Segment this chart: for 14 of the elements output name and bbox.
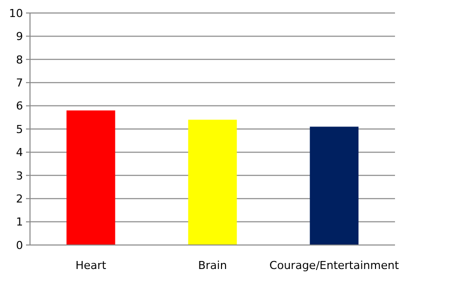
y-tick-label: 1 [16, 216, 23, 229]
x-tick-label: Heart [76, 259, 107, 272]
y-tick-label: 6 [16, 100, 23, 113]
y-tick-label: 7 [16, 76, 23, 90]
y-tick-label: 3 [16, 169, 23, 182]
y-tick-label: 9 [16, 30, 23, 44]
y-tick-label: 10 [9, 6, 23, 20]
y-tick-label: 5 [16, 122, 23, 136]
y-tick-label: 2 [16, 192, 23, 206]
y-tick-label: 8 [16, 53, 23, 66]
x-tick-label: Courage/Entertainment [269, 259, 400, 272]
y-tick-label: 4 [16, 146, 23, 160]
x-tick-label: Brain [198, 259, 227, 272]
y-tick-label: 0 [16, 238, 23, 252]
